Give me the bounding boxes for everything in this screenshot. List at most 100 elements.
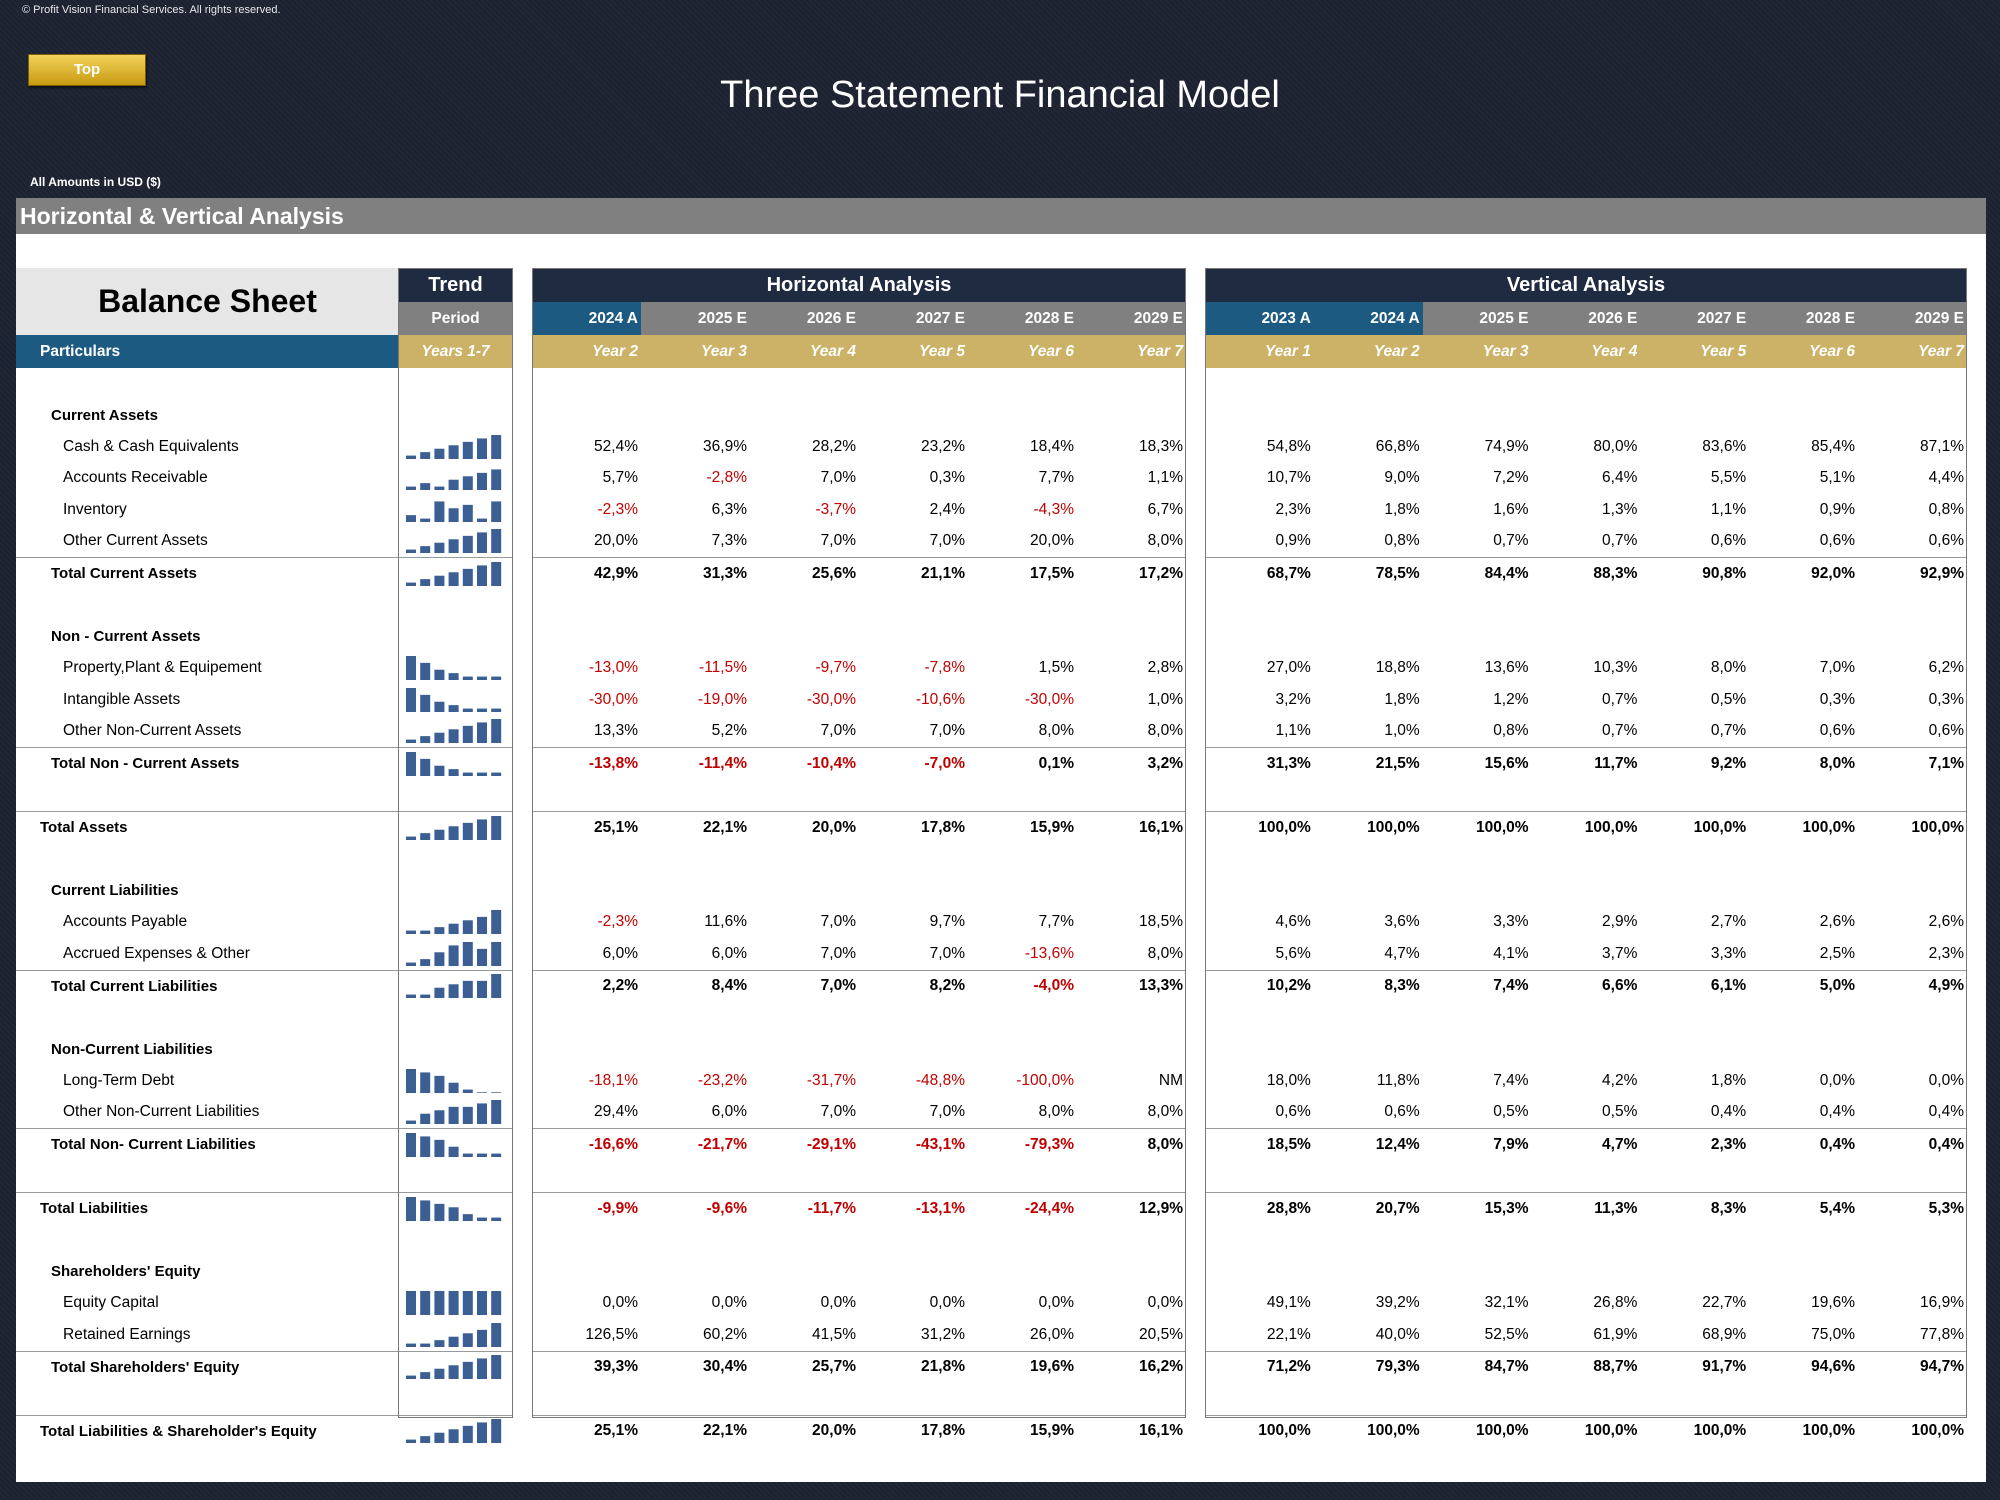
- horizontal-value: 39,3%: [532, 1350, 641, 1383]
- spacer-cell: [532, 1256, 1186, 1288]
- row-label: Accounts Payable: [63, 913, 188, 931]
- vertical-value: 6,6%: [1531, 969, 1641, 1002]
- table-row: [1205, 875, 1967, 907]
- horizontal-analysis-header: Horizontal Analysis: [532, 268, 1186, 302]
- trend-cell: [399, 526, 512, 558]
- vertical-value: 88,3%: [1531, 557, 1641, 590]
- horizontal-value: 31,2%: [921, 1325, 965, 1343]
- trend-bar: [477, 1291, 487, 1316]
- spacer-cell: [1205, 1002, 1967, 1034]
- vertical-value: 0,6%: [1710, 532, 1747, 550]
- horizontal-value: 15,9%: [968, 1414, 1077, 1447]
- trend-bar: [434, 1432, 445, 1444]
- vertical-value: 87,1%: [1920, 437, 1964, 455]
- vertical-value: 7,0%: [1819, 659, 1856, 677]
- table-row: 25,1% 22,1% 20,0% 17,8% 15,9% 16,1%: [532, 811, 1186, 844]
- trend-cell: [399, 1065, 512, 1097]
- horizontal-value: 41,5%: [812, 1325, 856, 1343]
- horizontal-value: -13,8%: [532, 747, 641, 780]
- horizontal-value: 7,0%: [929, 722, 965, 740]
- horizontal-value: -13,6%: [1024, 944, 1074, 962]
- row-label: Total Current Liabilities: [16, 969, 399, 1002]
- trend-cell: [399, 747, 512, 780]
- vertical-value: 0,8%: [1384, 532, 1420, 550]
- vertical-value: 3,3%: [1493, 913, 1529, 931]
- period-header: Period: [399, 302, 512, 335]
- spacer-row: [1205, 1002, 1967, 1034]
- table-row: 52,4% 36,9% 28,2% 23,2% 18,4% 18,3%: [532, 431, 1186, 463]
- spacer-cell: [399, 844, 512, 876]
- trend-bar: [434, 486, 445, 491]
- horizontal-value: 20,0%: [750, 811, 859, 844]
- vertical-value: 84,7%: [1422, 1350, 1532, 1383]
- trend-bar: [477, 1358, 487, 1380]
- vertical-value: 54,8%: [1266, 437, 1311, 455]
- vertical-value: 0,4%: [1928, 1103, 1964, 1121]
- horizontal-value: 20,0%: [750, 1414, 859, 1447]
- horizontal-value: 17,2%: [1077, 557, 1186, 590]
- year-vert-3: Year 4: [1531, 335, 1641, 368]
- horizontal-value: 0,0%: [1147, 1294, 1183, 1312]
- spacer-cell: [532, 875, 1186, 907]
- trend-bar: [406, 739, 416, 744]
- trend-bar: [406, 1343, 416, 1347]
- table-row: 0,6% 0,6% 0,5% 0,5% 0,4% 0,4% 0,4%: [1205, 1097, 1967, 1129]
- trend-bar: [434, 765, 445, 776]
- trend-bar: [462, 920, 473, 935]
- vertical-value: 9,0%: [1384, 469, 1420, 487]
- trend-cell: [399, 1256, 512, 1288]
- vertical-value: 6,2%: [1928, 659, 1964, 677]
- vertical-value: 16,9%: [1920, 1294, 1964, 1312]
- trend-bar: [477, 772, 487, 776]
- trend-bar: [462, 981, 473, 999]
- spacer-row: [16, 1383, 512, 1415]
- trend-bar: [462, 941, 473, 966]
- row-label: Total Liabilities & Shareholder's Equity: [16, 1414, 399, 1447]
- trend-bar: [491, 676, 502, 681]
- horizontal-value: 20,5%: [1139, 1325, 1183, 1343]
- table-row: 29,4% 6,0% 7,0% 7,0% 8,0% 8,0%: [532, 1097, 1186, 1129]
- vertical-value: 0,8%: [1493, 722, 1529, 740]
- year-horiz-1: Year 3: [641, 335, 750, 368]
- year-horiz-3: Year 5: [859, 335, 968, 368]
- horizontal-value: -13,0%: [588, 659, 638, 677]
- vertical-value: 2,3%: [1928, 944, 1964, 962]
- horizontal-value: 6,0%: [711, 944, 747, 962]
- vertical-value: 2,9%: [1602, 913, 1638, 931]
- top-button[interactable]: Top: [28, 54, 146, 86]
- table-row: -13,0% -11,5% -9,7% -7,8% 1,5% 2,8%: [532, 653, 1186, 685]
- trend-bar: [448, 572, 459, 586]
- vertical-value: 18,8%: [1375, 659, 1420, 677]
- trend-sparkline: [406, 561, 502, 586]
- row-label: Total Non - Current Assets: [16, 747, 399, 780]
- table-row: Accounts Payable: [16, 907, 512, 939]
- row-label: Total Shareholders' Equity: [16, 1350, 399, 1383]
- horizontal-value: 21,1%: [859, 557, 968, 590]
- year-vert-6: Year 7: [1858, 335, 1967, 368]
- trend-bar: [448, 1336, 459, 1347]
- table-row: -16,6% -21,7% -29,1% -43,1% -79,3% 8,0%: [532, 1128, 1186, 1161]
- vertical-value: 78,5%: [1313, 557, 1423, 590]
- vertical-value: 20,7%: [1313, 1192, 1423, 1225]
- trend-bar: [448, 826, 459, 840]
- table-row: 2,2% 8,4% 7,0% 8,2% -4,0% 13,3%: [532, 969, 1186, 1002]
- vertical-value: 11,8%: [1376, 1071, 1420, 1089]
- trend-bar: [477, 948, 487, 966]
- row-label: Other Non-Current Assets: [63, 722, 242, 740]
- trend-sparkline: [406, 1419, 502, 1444]
- horizontal-value: -11,5%: [699, 659, 747, 677]
- trend-cell: [399, 907, 512, 939]
- particulars-header: Particulars: [16, 335, 399, 368]
- trend-bar: [448, 673, 459, 681]
- spacer-cell: [532, 590, 1186, 622]
- vertical-value: 4,7%: [1531, 1128, 1641, 1161]
- spacer-cell: [399, 1002, 512, 1034]
- vertical-value: 94,6%: [1749, 1350, 1859, 1383]
- trend-bar: [491, 434, 502, 459]
- trend-bar: [491, 941, 502, 966]
- spacer-cell: [16, 780, 399, 812]
- horizontal-value: 5,2%: [711, 722, 747, 740]
- period-horiz-2: 2026 E: [750, 302, 859, 335]
- vertical-value: 52,5%: [1484, 1325, 1529, 1343]
- vertical-value: 13,6%: [1484, 659, 1529, 677]
